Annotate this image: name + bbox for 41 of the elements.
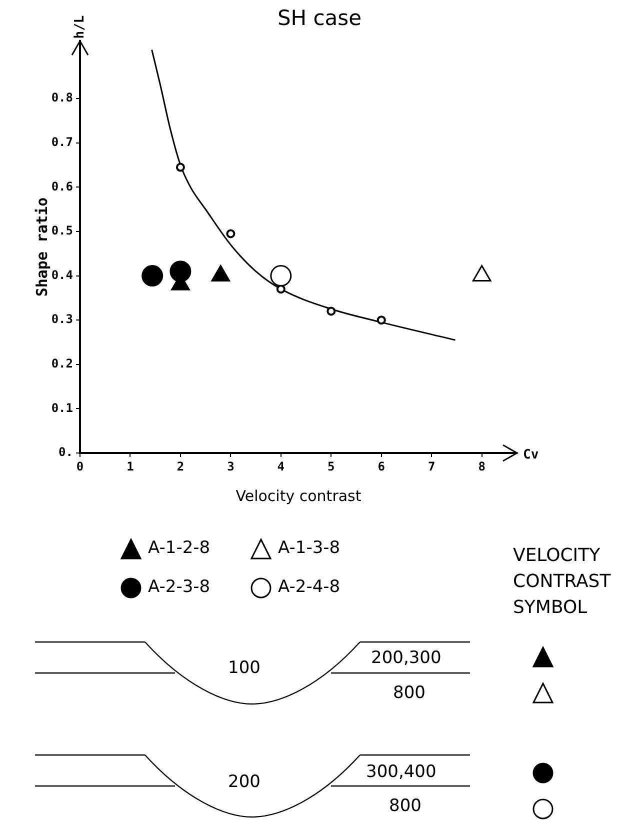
- text: 200,300: [371, 648, 442, 668]
- point: [326, 306, 336, 316]
- text: 300,400: [366, 762, 436, 782]
- legend-label: A-1-3-8: [278, 538, 340, 558]
- point: [142, 265, 164, 287]
- y-axis-title: Shape ratio: [32, 197, 51, 297]
- legend-label: A-2-4-8: [278, 577, 340, 597]
- y-tick-label: 0.3: [51, 312, 73, 326]
- y-tick-label: 0.1: [51, 400, 73, 415]
- chart-title: SH case: [277, 6, 362, 30]
- x-tick-label: 5: [328, 459, 335, 474]
- point: [176, 162, 185, 172]
- x-tick-label: 2: [176, 459, 184, 474]
- text: 800: [393, 683, 426, 703]
- text: Cv: [523, 447, 539, 462]
- legend-label: A-1-2-8: [148, 538, 210, 558]
- x-tick-label: 7: [428, 459, 436, 474]
- text: 200: [228, 772, 260, 792]
- y-tick-label: 0.7: [51, 135, 73, 150]
- point: [376, 316, 386, 325]
- text: VELOCITY CONTRAST SYMBOL: [513, 544, 612, 620]
- y-tick-label: 0.6: [51, 179, 73, 194]
- text: 800: [389, 796, 422, 816]
- x-axis-title: Velocity contrast: [236, 486, 362, 505]
- x-tick-label: 3: [227, 459, 234, 474]
- x-tick-label: 4: [277, 459, 285, 474]
- y-tick-label: 0.2: [51, 356, 73, 371]
- x-tick-label: 0: [76, 459, 84, 474]
- y-tick-label: 0.5: [51, 224, 73, 238]
- legend-label: A-2-3-8: [148, 577, 210, 597]
- x-tick-label: 1: [126, 459, 134, 474]
- y-tick-label: 0.8: [51, 90, 73, 105]
- text: h/L: [72, 15, 88, 39]
- point: [270, 265, 292, 287]
- x-tick-label: 8: [478, 459, 486, 474]
- y-tick-label: 0.: [58, 445, 73, 460]
- x-tick-label: 6: [378, 459, 385, 474]
- line-series: [151, 49, 456, 341]
- text: 100: [228, 658, 260, 678]
- point: [226, 229, 236, 238]
- y-tick-label: 0.4: [51, 268, 73, 282]
